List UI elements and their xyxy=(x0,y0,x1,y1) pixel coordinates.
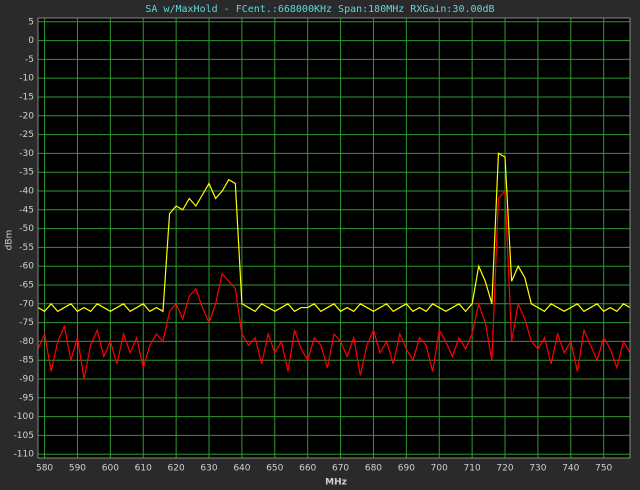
x-tick-label: 750 xyxy=(595,464,612,474)
x-tick-label: 620 xyxy=(168,464,185,474)
y-tick-label: -75 xyxy=(19,318,34,328)
y-tick-label: -60 xyxy=(19,262,34,272)
x-tick-label: 680 xyxy=(365,464,382,474)
y-tick-label: -50 xyxy=(19,224,34,234)
x-tick-label: 740 xyxy=(562,464,579,474)
plot-border xyxy=(37,17,631,459)
x-tick-label: 730 xyxy=(529,464,546,474)
x-tick-label: 630 xyxy=(200,464,217,474)
y-tick-label: -35 xyxy=(19,168,34,178)
x-tick-label: 700 xyxy=(431,464,448,474)
x-tick-label: 590 xyxy=(69,464,86,474)
chart-title: SA w/MaxHold - FCent.:668000KHz Span:180… xyxy=(145,4,494,15)
y-tick-label: -25 xyxy=(19,130,34,140)
y-tick-label: -5 xyxy=(25,55,34,65)
x-tick-label: 710 xyxy=(464,464,481,474)
x-tick-label: 640 xyxy=(233,464,250,474)
plot-area xyxy=(38,18,630,458)
trace xyxy=(37,152,631,313)
x-tick-label: 670 xyxy=(332,464,349,474)
x-tick-label: 660 xyxy=(299,464,316,474)
y-tick-label: -65 xyxy=(19,281,34,291)
y-tick-label: -110 xyxy=(14,450,35,460)
y-tick-label: -45 xyxy=(19,205,34,215)
y-tick-label: 5 xyxy=(28,17,34,27)
y-tick-label: -70 xyxy=(19,299,34,309)
trace xyxy=(37,189,631,380)
x-tick-label: 580 xyxy=(36,464,53,474)
y-tick-label: -30 xyxy=(19,149,34,159)
y-tick-label: -95 xyxy=(19,393,34,403)
y-tick-label: -100 xyxy=(14,412,35,422)
y-tick-label: -90 xyxy=(19,375,34,385)
y-tick-label: -55 xyxy=(19,243,34,253)
y-tick-label: -40 xyxy=(19,186,34,196)
y-tick-label: -15 xyxy=(19,92,34,102)
y-tick-label: -80 xyxy=(19,337,34,347)
y-tick-label: -10 xyxy=(19,74,34,84)
y-tick-label: 0 xyxy=(28,36,34,46)
x-tick-label: 690 xyxy=(398,464,415,474)
y-tick-label: -105 xyxy=(14,431,34,441)
y-tick-label: -85 xyxy=(19,356,34,366)
x-tick-label: 600 xyxy=(102,464,119,474)
y-tick-label: -20 xyxy=(19,111,34,121)
y-axis-label: dBm xyxy=(5,230,15,251)
x-tick-label: 610 xyxy=(135,464,152,474)
x-tick-label: 720 xyxy=(496,464,513,474)
x-tick-label: 650 xyxy=(266,464,283,474)
x-axis-label: MHz xyxy=(325,478,347,488)
